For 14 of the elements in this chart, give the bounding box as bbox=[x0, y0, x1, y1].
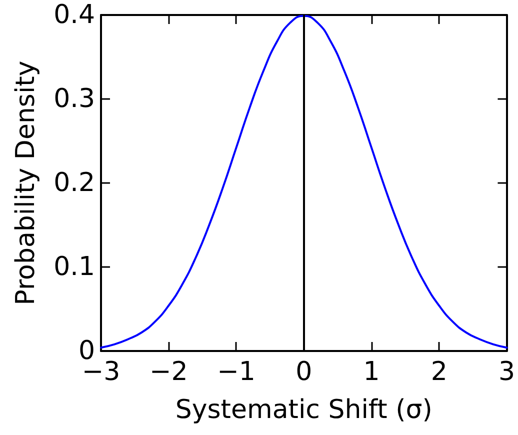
y-tick-label: 0.3 bbox=[54, 84, 95, 114]
x-tick-label: −2 bbox=[149, 357, 188, 387]
x-tick-label: 2 bbox=[430, 357, 448, 387]
line-series bbox=[100, 14, 508, 349]
x-tick-label: 0 bbox=[296, 357, 312, 387]
y-tick-label: 0.4 bbox=[54, 0, 95, 30]
x-tick-label: −1 bbox=[217, 357, 256, 387]
x-tick-label: 1 bbox=[363, 357, 380, 387]
y-tick-label: 0.2 bbox=[54, 168, 95, 198]
y-axis-title: Probability Density bbox=[11, 60, 41, 306]
x-axis-title: Systematic Shift (σ) bbox=[175, 395, 432, 425]
y-tick-label: 0.1 bbox=[54, 252, 95, 282]
y-tick-label: 0 bbox=[78, 336, 95, 366]
x-tick-label: 3 bbox=[498, 357, 515, 387]
